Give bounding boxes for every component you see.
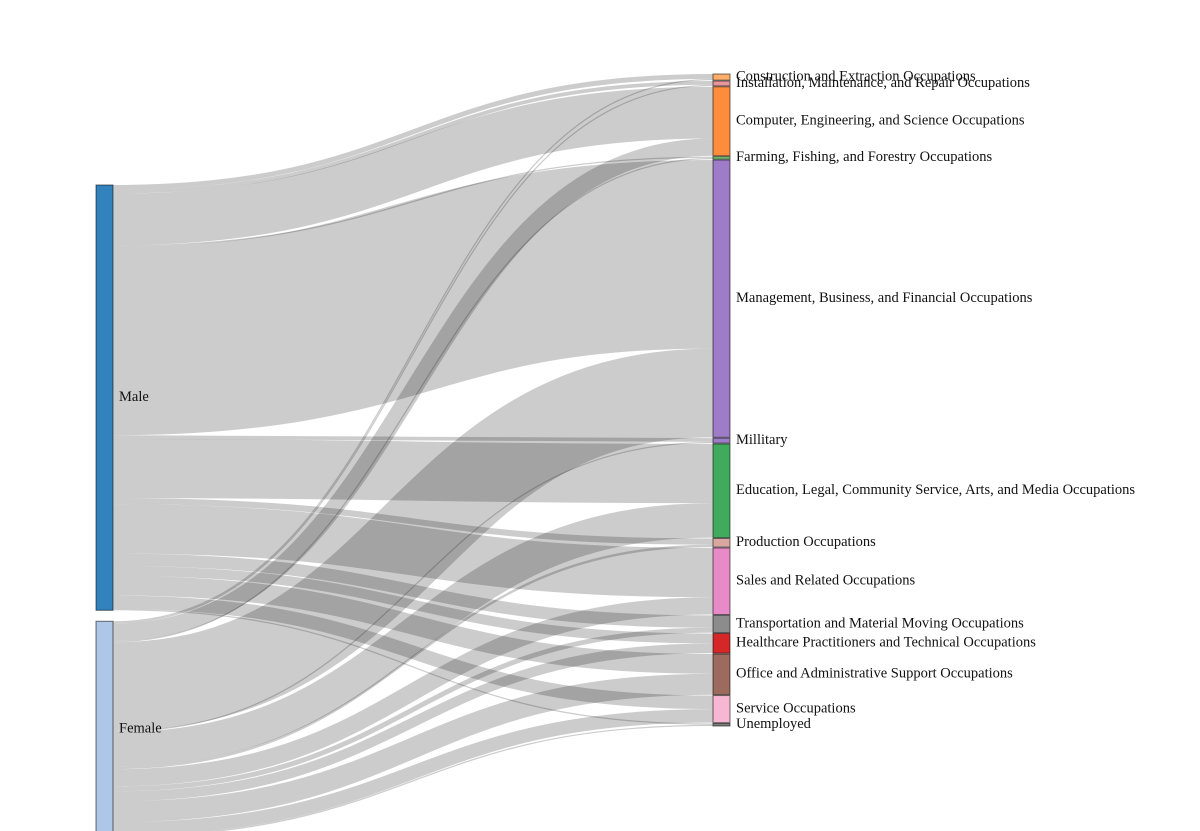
node-label-sales: Sales and Related Occupations [736,573,916,589]
node-label-farming: Farming, Fishing, and Forestry Occupatio… [736,149,993,165]
link-male-healthcare [112,565,714,644]
node-construction [712,73,731,81]
node-label-computer: Computer, Engineering, and Science Occup… [736,113,1025,129]
link-male-office [112,575,714,674]
link-female-transportation [112,627,714,792]
link-female-construction [112,78,714,623]
link-male-farming [112,156,714,247]
node-unemployed [712,723,731,727]
node-label-production: Production Occupations [736,534,876,550]
node-military [712,437,731,444]
link-male-sales [112,504,714,598]
node-installation [712,80,731,87]
link-female-education [112,503,714,767]
node-label-service: Service Occupations [736,700,856,716]
node-farming [712,156,731,160]
link-female-healthcare [112,643,714,802]
node-transportation [712,614,731,634]
link-male-installation [112,81,714,194]
node-label-education: Education, Legal, Community Service, Art… [736,482,1135,498]
link-male-transportation [112,553,714,628]
node-label-installation: Installation, Maintenance, and Repair Oc… [736,75,1030,91]
sankey-labels: Male Female Construction and Extraction Oc… [119,68,1135,736]
link-female-sales [112,597,714,787]
link-male-military [112,435,714,442]
node-sales [712,547,731,616]
node-label-healthcare: Healthcare Practitioners and Technical O… [736,635,1036,651]
node-service [712,695,731,724]
link-female-farming [112,157,714,643]
link-male-unemployed [112,609,714,725]
node-label-transportation: Transportation and Material Moving Occup… [736,615,1024,631]
link-female-unemployed [211,724,714,831]
link-female-production [112,544,714,770]
link-female-installation [112,84,714,624]
link-female-management [112,348,714,731]
node-female [95,620,114,831]
node-management [712,159,731,438]
node-computer [712,86,731,157]
sankey-nodes [95,73,731,831]
node-label-male: Male [119,389,149,405]
node-label-military: Millitary [736,432,788,448]
node-production [712,537,731,548]
node-label-unemployed: Unemployed [736,716,812,732]
link-female-military [112,441,714,733]
link-male-service [112,595,714,710]
sankey-links [112,74,714,831]
link-male-computer [112,86,714,246]
link-female-office [112,673,714,823]
link-male-construction [112,74,714,190]
node-label-office: Office and Administrative Support Occupa… [736,666,1013,682]
node-office [712,653,731,696]
link-male-management [112,159,714,436]
node-label-management: Management, Business, and Financial Occu… [736,290,1033,306]
link-female-service [112,709,714,831]
node-male [95,184,114,611]
link-female-computer [112,138,714,642]
link-male-education [112,438,714,504]
node-healthcare [712,632,731,654]
node-label-female: Female [119,720,162,736]
link-male-production [112,498,714,545]
node-education [712,443,731,539]
node-label-construction: Construction and Extraction Occupations [736,68,976,84]
